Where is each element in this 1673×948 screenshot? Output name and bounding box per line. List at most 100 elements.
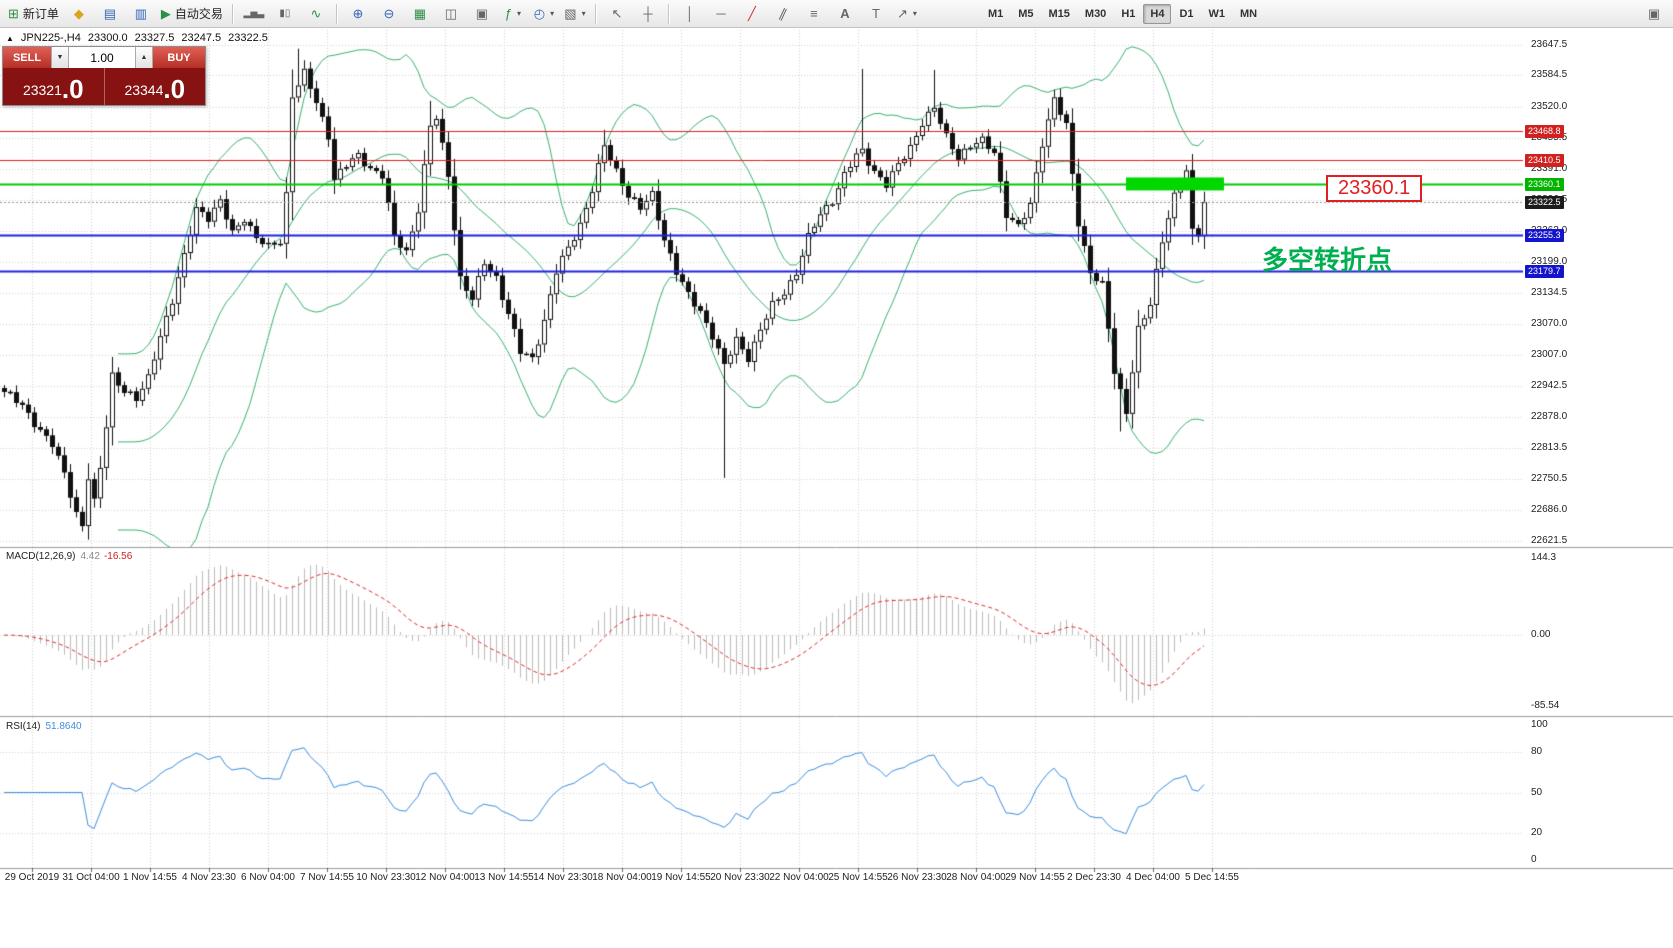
sell-price-main: 23321 xyxy=(22,82,62,98)
timeframe-H4[interactable]: H4 xyxy=(1143,3,1172,24)
zoom-out-button[interactable]: ⊖ xyxy=(374,2,404,26)
auto-trading-icon: ▶ xyxy=(160,6,171,21)
timeframe-MN[interactable]: MN xyxy=(1240,7,1258,20)
cursor-icon: ↖ xyxy=(611,6,623,21)
channel-button[interactable]: ∥ xyxy=(768,2,798,26)
ohlc-low: 23247.5 xyxy=(181,32,222,44)
tile-windows-icon: ◫ xyxy=(444,6,458,21)
toolbar-separator xyxy=(667,3,670,24)
buy-button[interactable]: BUY xyxy=(153,47,205,68)
market-watch-button[interactable]: ▤ xyxy=(95,2,125,26)
timeframe-D1[interactable]: D1 xyxy=(1179,7,1194,20)
dropdown-icon: ▾ xyxy=(550,9,555,18)
macd-value: 4.42 xyxy=(80,551,100,562)
vertical-line-button[interactable]: │ xyxy=(675,2,705,26)
text-button[interactable]: A xyxy=(830,2,860,26)
templates-button[interactable]: ▧ ▾ xyxy=(560,2,590,26)
one-click-trade-panel: SELL ▼ ▲ BUY 23321.0 23344.0 xyxy=(2,46,206,106)
vertical-line-icon: │ xyxy=(685,6,694,21)
buy-price[interactable]: 23344.0 xyxy=(105,68,206,105)
profile-button[interactable]: ◆ xyxy=(64,2,94,26)
auto-trading-label: 自动交易 xyxy=(174,7,223,21)
volume-input[interactable] xyxy=(69,47,135,68)
data-window-button[interactable]: ▥ xyxy=(126,2,156,26)
horizontal-line-icon: ─ xyxy=(716,6,726,21)
chart-line-icon: ∿ xyxy=(310,6,322,21)
chart-line-button[interactable]: ∿ xyxy=(301,2,331,26)
window-restore-icon: ▣ xyxy=(1647,6,1661,21)
timeframe-M30[interactable]: M30 xyxy=(1084,7,1107,20)
timeframe-M1[interactable]: M1 xyxy=(987,7,1004,20)
turning-point-text[interactable]: 多空转折点 xyxy=(1262,245,1393,275)
crosshair-icon: ┼ xyxy=(643,6,653,21)
trade-panel-controls: SELL ▼ ▲ BUY xyxy=(3,47,205,68)
channel-icon: ∥ xyxy=(776,5,790,22)
chart-candles-button[interactable]: ▮▯ xyxy=(270,2,300,26)
arrows-icon: ↗ xyxy=(896,6,908,21)
macd-label: MACD(12,26,9) 4.42 -16.56 xyxy=(6,551,132,562)
new-order-icon: ⊞ xyxy=(8,6,19,21)
timeframe-H1[interactable]: H1 xyxy=(1121,7,1136,20)
window-restore-button[interactable]: ▣ xyxy=(1639,2,1669,26)
horizontal-line-button[interactable]: ─ xyxy=(706,2,736,26)
toolbar-separator xyxy=(231,3,234,24)
timeframe-M15[interactable]: M15 xyxy=(1048,7,1070,20)
one-click-marker-icon[interactable]: ▲ xyxy=(6,33,14,43)
sell-price[interactable]: 23321.0 xyxy=(3,68,105,105)
trade-panel-prices: 23321.0 23344.0 xyxy=(3,68,205,105)
cascade-windows-icon: ▣ xyxy=(475,6,489,21)
macd-name: MACD(12,26,9) xyxy=(6,551,76,562)
chart-candles-icon: ▮▯ xyxy=(279,7,291,19)
new-order-label: 新订单 xyxy=(22,7,59,21)
tile-windows-button[interactable]: ◫ xyxy=(436,2,466,26)
zoom-in-icon: ⊕ xyxy=(352,6,364,21)
cursor-button[interactable]: ↖ xyxy=(602,2,632,26)
chart-bars-button[interactable]: ▂▅▃ xyxy=(239,2,269,26)
text-icon: A xyxy=(840,6,850,21)
arrows-button[interactable]: ↗ ▾ xyxy=(892,2,922,26)
sell-price-big: .0 xyxy=(61,74,84,104)
price-callout[interactable]: 23360.1 xyxy=(1326,175,1423,202)
fibonacci-icon: ≡ xyxy=(810,6,818,21)
label-icon: T xyxy=(871,6,880,21)
rsi-label: RSI(14) 51.8640 xyxy=(6,721,82,732)
profile-icon: ◆ xyxy=(73,6,84,21)
chart-header: ▲ JPN225-,H4 23300.0 23327.5 23247.5 233… xyxy=(6,32,268,44)
toolbar-separator xyxy=(594,3,597,24)
templates-icon: ▧ xyxy=(564,6,577,21)
timeframe-W1[interactable]: W1 xyxy=(1208,7,1226,20)
market-watch-icon: ▤ xyxy=(103,6,117,21)
chart-canvas[interactable] xyxy=(0,28,1673,948)
indicators-button[interactable]: ƒ ▾ xyxy=(498,2,528,26)
indicators-icon: ƒ xyxy=(504,6,513,21)
grid-icon: ▦ xyxy=(413,6,427,21)
volume-field xyxy=(69,47,135,68)
periods-button[interactable]: ◴ ▾ xyxy=(529,2,559,26)
timeframe-M5[interactable]: M5 xyxy=(1018,7,1034,20)
rsi-name: RSI(14) xyxy=(6,721,41,732)
cascade-windows-button[interactable]: ▣ xyxy=(467,2,497,26)
ohlc-close: 23322.5 xyxy=(228,32,268,44)
data-window-icon: ▥ xyxy=(134,6,148,21)
macd-signal-value: -16.56 xyxy=(103,551,133,562)
zoom-out-icon: ⊖ xyxy=(383,6,395,21)
fibonacci-button[interactable]: ≡ xyxy=(799,2,829,26)
volume-down-button[interactable]: ▼ xyxy=(51,47,69,68)
rsi-value: 51.8640 xyxy=(45,721,82,732)
crosshair-button[interactable]: ┼ xyxy=(633,2,663,26)
sell-button[interactable]: SELL xyxy=(3,47,51,68)
new-order-button[interactable]: ⊞ 新订单 xyxy=(4,2,63,26)
auto-trading-button[interactable]: ▶ 自动交易 xyxy=(157,2,227,26)
trendline-icon: ╱ xyxy=(748,6,756,21)
label-button[interactable]: T xyxy=(861,2,891,26)
toolbar-separator xyxy=(335,3,338,24)
ohlc-high: 23327.5 xyxy=(134,32,175,44)
trendline-button[interactable]: ╱ xyxy=(737,2,767,26)
buy-price-main: 23344 xyxy=(124,82,164,98)
toolbar: ⊞ 新订单 ◆ ▤ ▥ ▶ 自动交易 ▂▅▃ ▮▯ ∿ ⊕ ⊖ ▦ ◫ ▣ ƒ ▾… xyxy=(0,0,1673,28)
zoom-in-button[interactable]: ⊕ xyxy=(343,2,373,26)
chart-bars-icon: ▂▅▃ xyxy=(243,8,265,18)
chart-symbol-label: JPN225-,H4 xyxy=(20,32,81,44)
volume-up-button[interactable]: ▲ xyxy=(135,47,153,68)
grid-button[interactable]: ▦ xyxy=(405,2,435,26)
